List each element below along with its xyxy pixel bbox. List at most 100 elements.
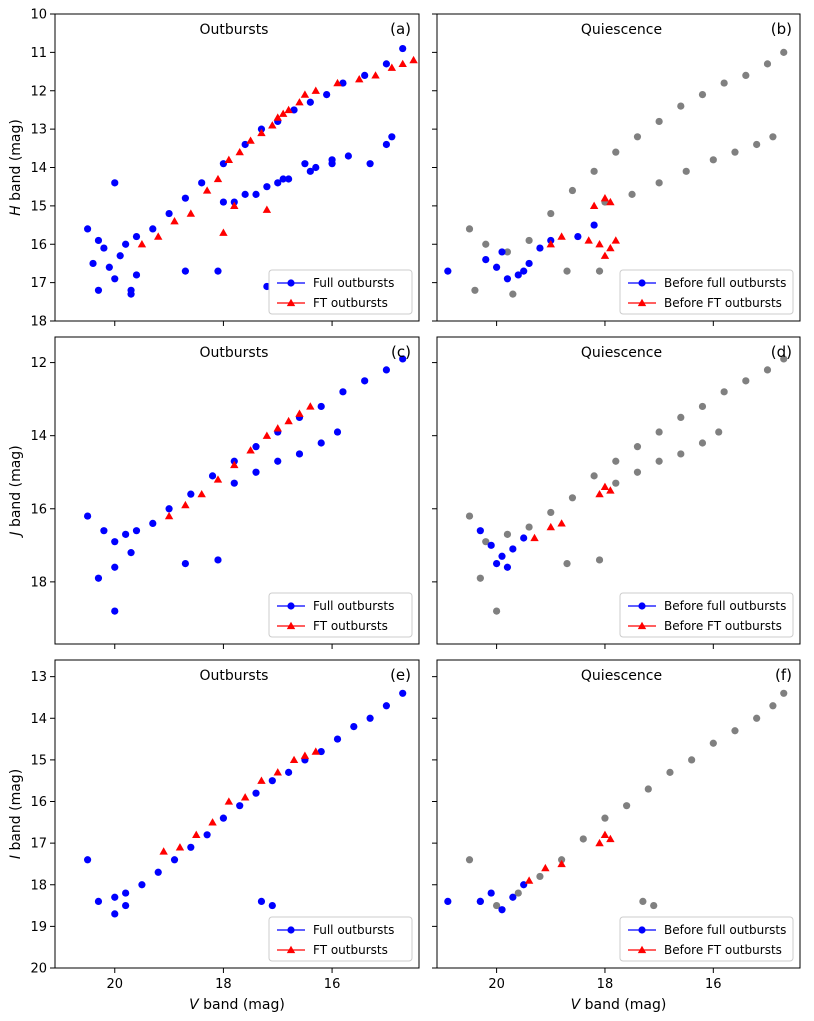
data-point-grey [628, 190, 636, 198]
data-point-full [328, 156, 336, 164]
data-point-grey [590, 472, 598, 480]
data-point-full [111, 179, 119, 187]
data-point-full [399, 44, 407, 53]
data-point-ft [137, 240, 147, 248]
data-point-ft [409, 55, 418, 64]
data-point-full [509, 545, 517, 553]
legend-box [619, 592, 794, 638]
data-point-full [317, 402, 325, 411]
data-point-full [536, 244, 544, 252]
panel-c: 12 14 16 18 Outbursts (c) Full outbursts FT out… [8, 336, 420, 649]
y-tick-label: 12 [30, 84, 47, 99]
panel-title: Quiescence [581, 668, 662, 684]
legend-marker [637, 945, 647, 954]
data-point-grey [633, 443, 642, 451]
y-tick-label: 13 [30, 123, 47, 138]
data-point-grey [595, 267, 604, 275]
legend-label: Before FT outbursts [664, 943, 782, 957]
data-point-full [89, 259, 97, 268]
data-point-full [444, 897, 452, 906]
data-point-ft [268, 121, 277, 129]
legend-label: Full outbursts [313, 599, 394, 613]
data-point-grey [763, 60, 772, 68]
data-point-full [366, 160, 374, 168]
y-tick-label: 16 [30, 238, 47, 253]
data-point-full [198, 179, 206, 187]
data-point-full [132, 271, 141, 279]
data-point-full [366, 714, 374, 722]
panel-a: 10 11 12 13 14 15 16 17 18 Outbursts (a) Full outbu… [8, 8, 420, 330]
legend-label: Before full outbursts [664, 599, 786, 613]
panel-title: Outbursts [200, 22, 269, 38]
legend-marker [638, 279, 646, 287]
legend: Before full outbursts Before FT outbursts [619, 916, 794, 962]
data-point-grey [709, 739, 717, 747]
data-point-full [382, 140, 391, 149]
data-point-full [252, 443, 260, 451]
data-point-ft [584, 236, 593, 244]
legend-label: FT outbursts [313, 943, 388, 957]
y-tick-label: 14 [30, 712, 47, 727]
data-point-full [382, 366, 391, 374]
data-point-ft [240, 793, 250, 801]
data-point-ft [197, 489, 206, 498]
data-point-ft [306, 402, 315, 410]
data-point-grey [715, 428, 723, 436]
y-axis-title: J band (mag) [8, 445, 24, 538]
axes-frame [54, 336, 420, 645]
data-point-full [170, 856, 179, 864]
data-point-full [94, 897, 103, 906]
data-point-full [94, 574, 103, 582]
data-point-ft [611, 236, 620, 244]
data-point-full [122, 889, 130, 897]
data-point-ft [524, 876, 534, 884]
data-point-grey [731, 727, 739, 735]
data-point-ft [600, 830, 610, 838]
y-tick-label: 11 [30, 46, 47, 61]
data-point-full [388, 133, 396, 141]
y-tick-label: 19 [30, 920, 47, 935]
data-point-ft [557, 519, 566, 527]
data-point-grey [720, 388, 728, 396]
legend-marker [287, 926, 295, 934]
y-tick-label: 18 [30, 878, 47, 893]
data-point-full [503, 563, 512, 571]
data-point-grey [677, 413, 685, 422]
data-point-ft [595, 489, 604, 498]
data-point-full [306, 167, 314, 175]
data-point-grey [780, 355, 788, 363]
panel-label: (f) [775, 666, 792, 684]
data-point-ft [273, 768, 282, 776]
data-point-grey [769, 133, 777, 141]
data-point-ft [606, 243, 615, 252]
data-point-full [274, 457, 282, 465]
legend-marker [286, 298, 296, 307]
data-point-grey [465, 512, 474, 520]
data-point-grey [639, 897, 647, 906]
data-point-grey [677, 102, 685, 110]
data-point-full [181, 559, 189, 568]
data-point-full [219, 814, 228, 822]
data-point-ft [213, 475, 223, 483]
data-point-ft [606, 834, 615, 843]
data-point-grey [698, 402, 707, 411]
data-point-grey [482, 240, 490, 248]
data-point-ft [300, 90, 310, 98]
data-point-full [339, 388, 347, 396]
data-point-full [333, 428, 342, 436]
data-point-ft [154, 232, 163, 240]
data-point-full [268, 901, 276, 910]
data-point-ft [181, 500, 190, 509]
data-point-grey [525, 236, 533, 245]
data-point-grey [601, 814, 609, 822]
data-point-full [574, 232, 582, 241]
data-point-full [94, 286, 103, 294]
legend-marker [638, 926, 646, 934]
data-point-full [122, 901, 130, 910]
data-point-ft [311, 86, 320, 94]
data-point-ft [224, 797, 234, 805]
data-point-grey [590, 167, 598, 175]
data-point-ft [219, 228, 228, 236]
data-point-full [165, 505, 173, 513]
data-point-grey [720, 79, 728, 87]
